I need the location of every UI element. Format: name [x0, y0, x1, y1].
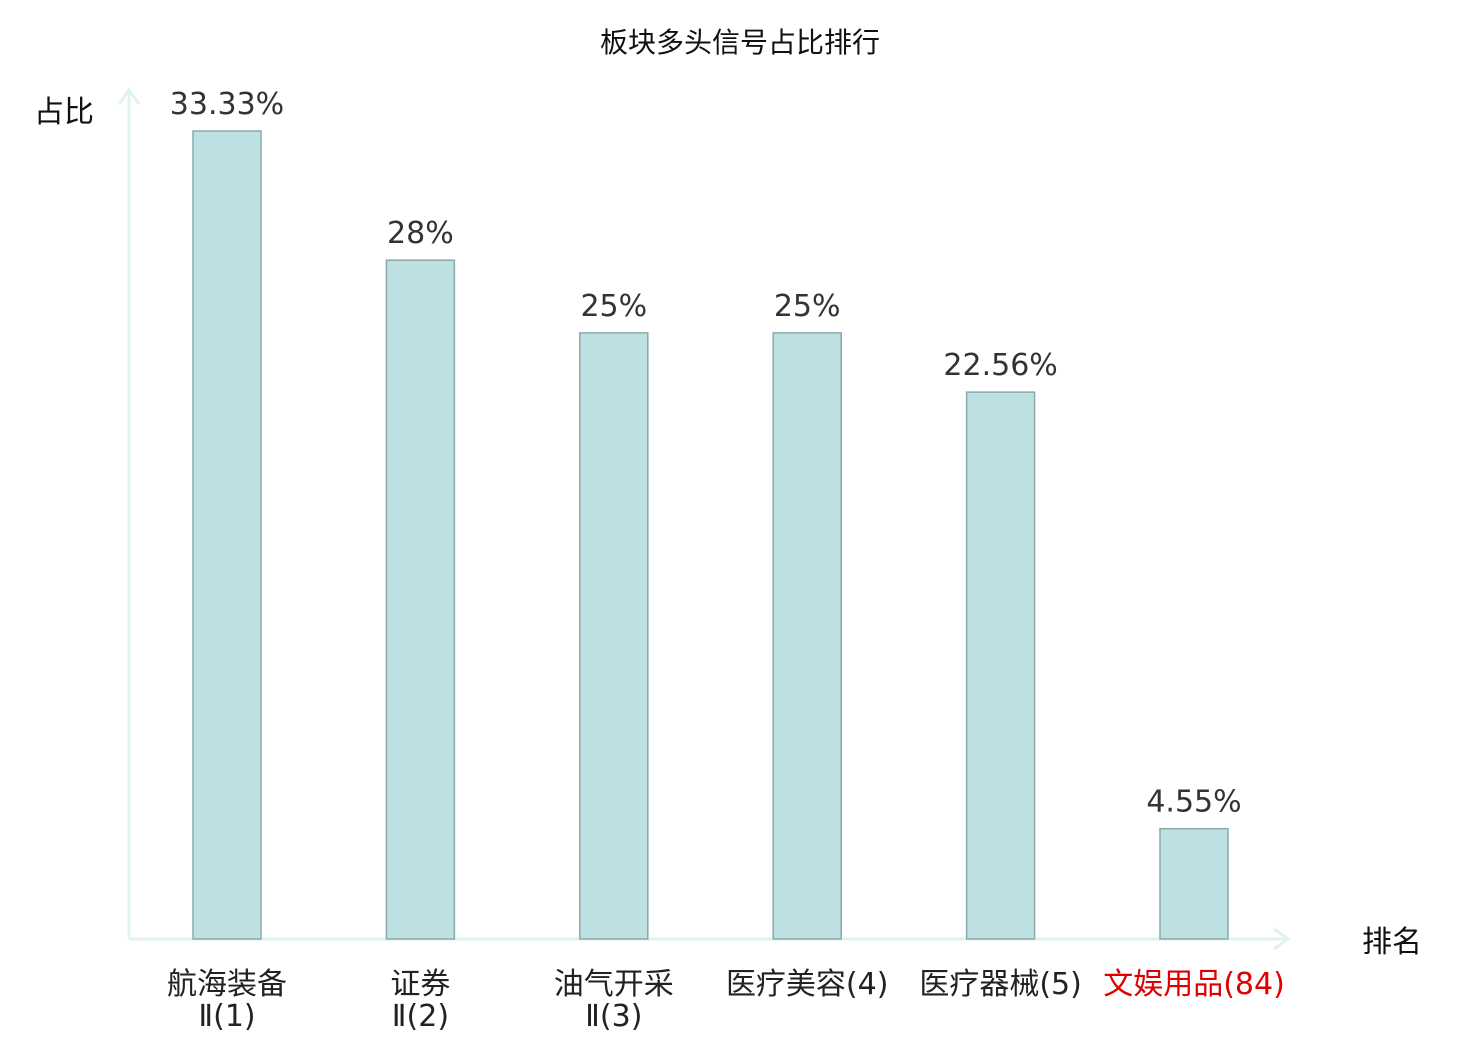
bars-group — [192, 130, 1229, 940]
category-name: 证券 — [390, 967, 450, 1002]
bar — [192, 130, 262, 940]
chart-title: 板块多头信号占比排行 — [600, 26, 880, 59]
y-axis-arrow — [117, 87, 141, 105]
bar-value-label: 22.56% — [943, 348, 1057, 383]
category-name: 文娱用品(84) — [1103, 967, 1285, 1002]
bar-value-label: 4.55% — [1146, 785, 1241, 820]
category-label: 医疗器械(5) — [919, 967, 1082, 1002]
bar-value-label: 25% — [580, 289, 647, 324]
bar-value-label: 25% — [774, 289, 841, 324]
x-axis-label: 排名 — [1362, 925, 1422, 960]
category-rank: Ⅱ(2) — [392, 999, 449, 1034]
category-name: 航海装备 — [167, 967, 287, 1002]
axes — [117, 87, 1291, 951]
category-rank: Ⅱ(3) — [585, 999, 642, 1034]
category-name: 油气开采 — [554, 967, 674, 1002]
value-labels-group: 33.33% 28% 25% 25% 22.56% 4.55% — [170, 87, 1242, 820]
category-label: 文娱用品(84) — [1103, 967, 1285, 1002]
bar-value-label: 33.33% — [170, 87, 284, 122]
x-axis-arrow — [1273, 927, 1291, 951]
y-axis-label: 占比 — [34, 95, 94, 130]
category-label: 医疗美容(4) — [726, 967, 889, 1002]
bar-value-label: 28% — [387, 216, 454, 251]
bar — [579, 332, 649, 940]
category-name: 医疗美容(4) — [726, 967, 889, 1002]
bar — [1159, 827, 1229, 940]
bar — [772, 332, 842, 940]
category-rank: Ⅱ(1) — [198, 999, 255, 1034]
category-name: 医疗器械(5) — [919, 967, 1082, 1002]
bar — [385, 259, 456, 940]
bar — [965, 391, 1036, 940]
